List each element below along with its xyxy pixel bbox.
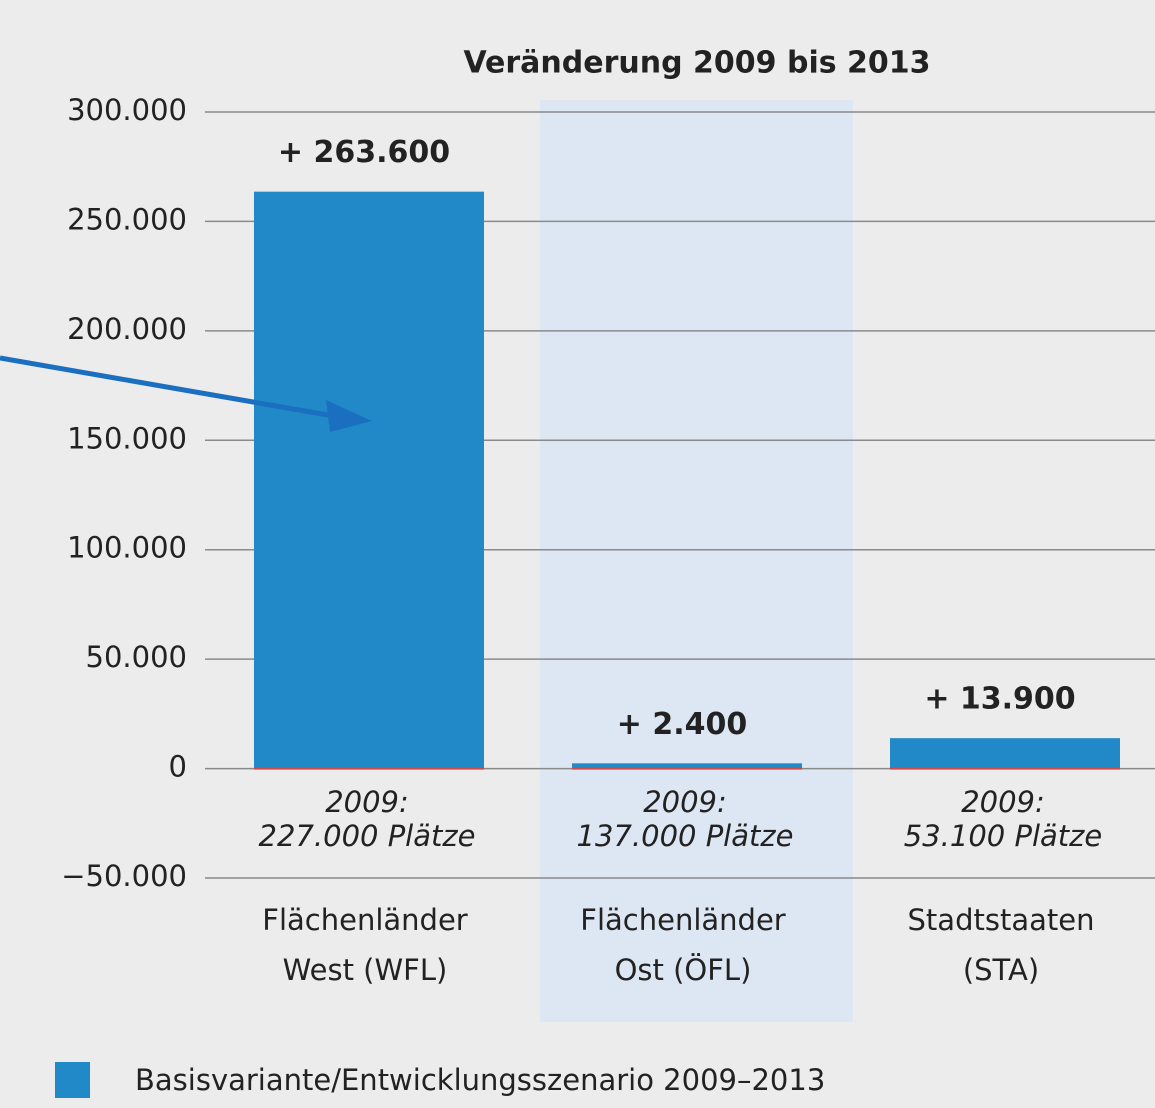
value-label: + 2.400 — [617, 707, 747, 742]
y-tick-label: 100.000 — [67, 531, 187, 565]
y-tick-label: 50.000 — [86, 640, 187, 674]
y-tick-label: 0 — [169, 750, 187, 784]
bar — [890, 738, 1120, 769]
y-tick-label: 150.000 — [67, 421, 187, 455]
annotation: 2009: 53.100 Plätze — [904, 785, 1102, 853]
highlight-band — [540, 100, 853, 1022]
y-tick-label: 300.000 — [67, 93, 187, 127]
chart-title: Veränderung 2009 bis 2013 — [463, 46, 930, 81]
bar — [572, 763, 802, 769]
x-tick-label: Stadtstaaten (STA) — [908, 903, 1095, 987]
pointer-arrow — [0, 355, 372, 432]
x-tick-label: Flächenländer Ost (ÖFL) — [580, 903, 786, 987]
x-tick-label: Flächenländer West (WFL) — [262, 903, 468, 987]
annotation: 2009: 137.000 Plätze — [577, 785, 794, 853]
legend-swatch — [55, 1062, 90, 1098]
value-label: + 263.600 — [278, 135, 450, 170]
annotation: 2009: 227.000 Plätze — [259, 785, 476, 853]
plot-layer: −50.000 0 50.000 100.000 150.000 200.000 250.0… — [55, 93, 1120, 1098]
value-label: + 13.900 — [924, 682, 1075, 717]
legend-label: Basisvariante/Entwicklungsszenario 2009–… — [135, 1063, 825, 1097]
bar — [254, 191, 484, 769]
y-tick-label: 200.000 — [67, 312, 187, 346]
y-tick-label: 250.000 — [67, 202, 187, 236]
y-tick-label: −50.000 — [61, 859, 187, 893]
